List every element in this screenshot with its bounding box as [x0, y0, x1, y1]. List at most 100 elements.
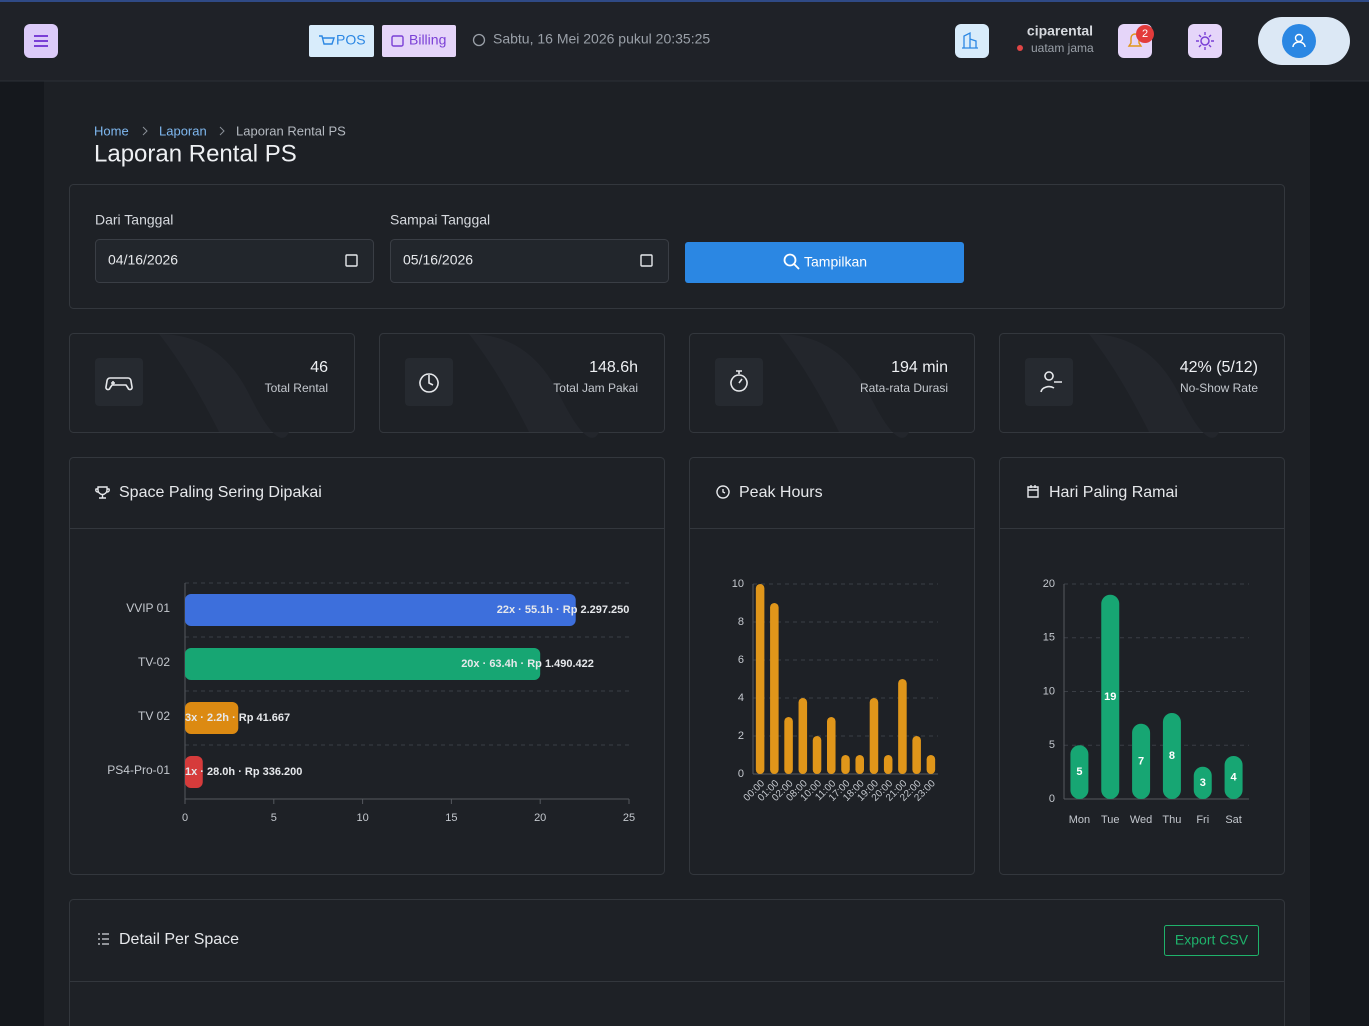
- date-input[interactable]: 05/16/2026: [390, 239, 669, 283]
- bar: [926, 755, 936, 774]
- pos-button[interactable]: POS: [309, 25, 374, 57]
- clock-icon: [472, 33, 486, 47]
- pos-label: POS: [336, 32, 366, 48]
- x-tick-label: 10: [356, 812, 368, 824]
- card-icon: [1027, 485, 1039, 498]
- y-tick-label: TV 02: [138, 709, 170, 723]
- bar: [883, 755, 893, 774]
- notification-count: 2: [1142, 28, 1148, 40]
- stat-label: Total Jam Pakai: [553, 381, 638, 395]
- bar: [827, 717, 836, 774]
- stat-value: 42% (5/12): [1180, 359, 1258, 376]
- y-tick-label: 2: [738, 730, 744, 742]
- bar: [898, 679, 907, 774]
- bar-value-label: 1x · 28.0h · Rp 336.200: [185, 766, 302, 778]
- field-label: Sampai Tanggal: [390, 212, 490, 228]
- x-tick-label: Wed: [1130, 814, 1152, 826]
- bar-value-label: 4: [1231, 771, 1238, 783]
- user-name: ciparental: [1027, 23, 1093, 39]
- bar-value-label: 20x · 63.4h · Rp 1.490.422: [461, 658, 594, 670]
- bar: [185, 756, 203, 788]
- x-tick-label: Tue: [1101, 814, 1120, 826]
- bar: [185, 702, 239, 734]
- x-tick-label: 5: [271, 812, 277, 824]
- datetime: Sabtu, 16 Mei 2026 pukul 20:35:25: [493, 31, 710, 47]
- page-title: Laporan Rental PS: [94, 140, 297, 167]
- bar: [1070, 745, 1089, 799]
- breadcrumb-current: Laporan Rental PS: [236, 123, 346, 138]
- bar: [185, 594, 576, 626]
- branch-button[interactable]: [955, 24, 989, 58]
- export-label: Export CSV: [1175, 932, 1249, 948]
- bar-value-label: 19: [1104, 691, 1116, 703]
- y-tick-label: 20: [1043, 578, 1055, 590]
- card-title: Peak Hours: [739, 484, 823, 501]
- bar: [1132, 723, 1151, 799]
- stat-icon: [419, 373, 439, 393]
- bar: [1101, 594, 1120, 799]
- stat-value: 148.6h: [589, 359, 638, 376]
- x-tick-label: Fri: [1196, 814, 1209, 826]
- stat-icon: [105, 377, 133, 391]
- bar: [755, 584, 765, 774]
- date-input[interactable]: 04/16/2026: [95, 239, 374, 283]
- card-title: Hari Paling Ramai: [1049, 484, 1178, 501]
- user-location: uatam jama: [1031, 41, 1094, 55]
- breadcrumb-link[interactable]: Laporan: [159, 123, 207, 138]
- bar: [869, 698, 879, 774]
- y-tick-label: 5: [1049, 739, 1055, 751]
- stat-value: 46: [310, 359, 328, 376]
- bar: [912, 736, 921, 774]
- x-tick-label: 20: [534, 812, 546, 824]
- breadcrumb-link[interactable]: Home: [94, 123, 129, 138]
- y-tick-label: 10: [732, 578, 744, 590]
- card-decoration: [159, 334, 289, 438]
- notification-button[interactable]: 2: [1118, 24, 1154, 58]
- stat-label: Total Rental: [265, 381, 328, 395]
- billing-button[interactable]: Billing: [382, 25, 456, 57]
- detail-card: [69, 899, 1285, 1026]
- bar: [784, 717, 793, 774]
- profile-button[interactable]: [1258, 17, 1350, 65]
- stat-icon-box: [95, 358, 143, 406]
- card-decoration: [779, 334, 909, 438]
- stat-icon: [1040, 371, 1062, 393]
- bar: [1224, 756, 1243, 799]
- y-tick-label: 4: [738, 692, 744, 704]
- menu-button[interactable]: [24, 24, 58, 58]
- bar-value-label: 3x · 2.2h · Rp 41.667: [185, 712, 290, 724]
- y-tick-label: 0: [1049, 793, 1055, 805]
- x-tick-label: 0: [182, 812, 188, 824]
- bar: [812, 736, 822, 774]
- x-tick-label: 15: [445, 812, 457, 824]
- bar: [185, 648, 541, 680]
- x-tick-label: Mon: [1069, 814, 1090, 826]
- field-label: Dari Tanggal: [95, 212, 173, 228]
- date-value: 04/16/2026: [108, 252, 178, 268]
- card-title: Space Paling Sering Dipakai: [119, 484, 322, 501]
- submit-button[interactable]: Tampilkan: [685, 242, 964, 283]
- breadcrumb-separator: [219, 126, 225, 136]
- bar-value-label: 8: [1169, 750, 1175, 762]
- y-tick-label: TV-02: [138, 655, 170, 669]
- bar-value-label: 5: [1076, 766, 1082, 778]
- pin-icon: [1017, 45, 1023, 51]
- billing-label: Billing: [409, 32, 446, 48]
- y-tick-label: 6: [738, 654, 744, 666]
- bar: [798, 698, 808, 774]
- bar: [1162, 713, 1181, 799]
- stat-icon: [730, 370, 748, 392]
- y-tick-label: PS4-Pro-01: [107, 763, 170, 777]
- date-value: 05/16/2026: [403, 252, 473, 268]
- stat-value: 194 min: [891, 359, 948, 376]
- y-tick-label: 10: [1043, 685, 1055, 697]
- bar: [841, 755, 850, 774]
- theme-button[interactable]: [1188, 24, 1222, 58]
- stat-icon-box: [1025, 358, 1073, 406]
- card-icon: [716, 485, 730, 499]
- x-tick-label: Sat: [1225, 814, 1242, 826]
- bar: [855, 755, 864, 774]
- export-button[interactable]: Export CSV: [1164, 925, 1259, 956]
- card-decoration: [469, 334, 599, 438]
